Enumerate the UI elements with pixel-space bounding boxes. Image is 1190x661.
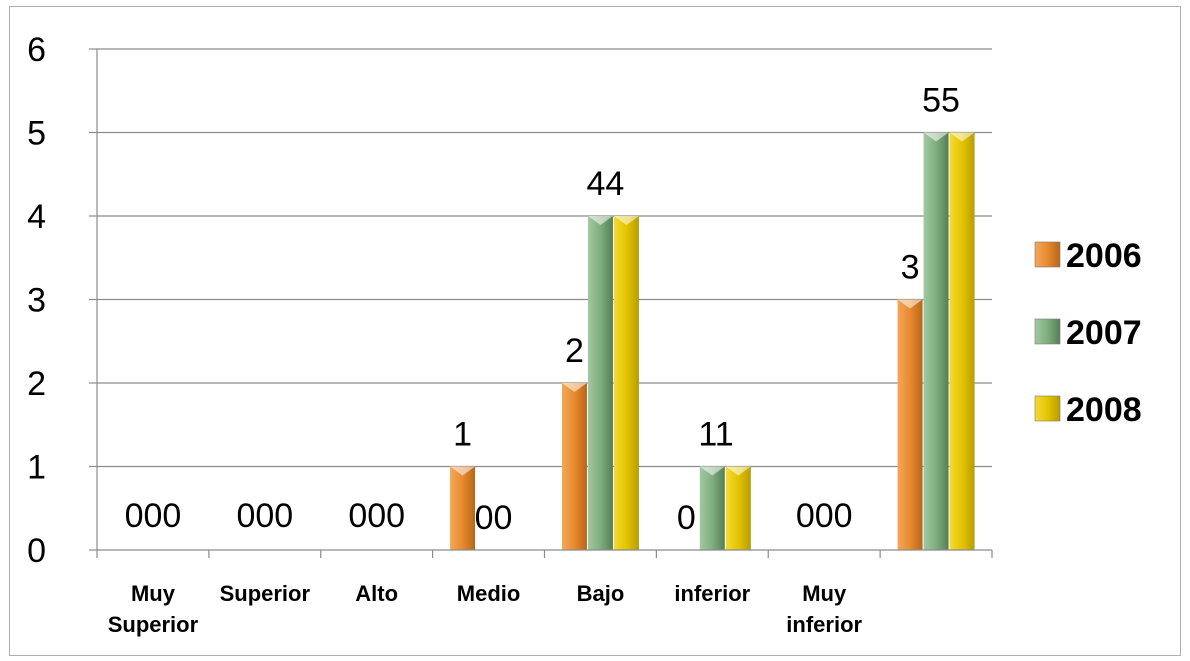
legend-label-2007: 2007 (1066, 314, 1142, 352)
bar-bevel (450, 466, 476, 476)
legend-label-2008: 2008 (1066, 391, 1142, 429)
bar-2007 (923, 132, 949, 550)
y-tick-label: 0 (27, 532, 46, 570)
bar-2006 (897, 299, 923, 550)
data-label: 000 (125, 497, 182, 535)
y-tick-label: 4 (27, 198, 46, 236)
data-label: 11 (698, 416, 733, 454)
bar-bevel (613, 216, 639, 225)
y-tick-label: 3 (27, 282, 46, 320)
y-tick-label: 1 (27, 449, 46, 487)
data-label: 000 (236, 497, 293, 535)
bar-2006 (561, 383, 587, 550)
data-label: 55 (922, 82, 960, 120)
bar-bevel (587, 216, 613, 225)
y-tick-label: 5 (27, 115, 46, 153)
legend-swatch-2007 (1034, 318, 1061, 345)
x-tick-label: inferior (674, 581, 750, 606)
data-label: 000 (348, 497, 405, 535)
bar-bevel (561, 383, 587, 392)
y-tick-label: 2 (27, 365, 46, 403)
data-label: 000 (796, 497, 853, 535)
x-tick-label: Muy (802, 581, 847, 606)
x-tick-label: Alto (355, 581, 398, 606)
bar-bevel (699, 466, 725, 476)
bar-2008 (949, 132, 975, 550)
data-label: 2 (565, 332, 584, 370)
bar-2008 (613, 216, 639, 550)
bar-bevel (949, 132, 975, 142)
legend-label-2006: 2006 (1066, 237, 1142, 275)
data-label: 44 (586, 165, 624, 203)
x-tick-label: Superior (108, 612, 199, 637)
bar-2007 (699, 466, 725, 550)
bar-2008 (725, 466, 751, 550)
legend-swatch-2006 (1034, 241, 1061, 268)
data-label: 00 (475, 499, 513, 537)
x-tick-label: inferior (786, 612, 862, 637)
y-tick-label: 6 (27, 31, 46, 69)
data-label: 1 (453, 416, 472, 454)
legend-swatch-2008 (1034, 395, 1061, 422)
chart-frame: 000 000 000 1 00 2 44 0 11 000 3 55 0 1 2 3 4 5 6 Muy Super… (9, 6, 1181, 656)
x-tick-label: Medio (457, 581, 521, 606)
bar-chart: 000 000 000 1 00 2 44 0 11 000 3 55 0 1 2 3 4 5 6 Muy Super… (27, 31, 1142, 637)
bar-bevel (725, 466, 751, 476)
bar-2006 (450, 466, 476, 550)
bar-2007 (587, 216, 613, 550)
data-label: 0 (677, 499, 696, 537)
bar-bevel (923, 132, 949, 142)
x-tick-label: Superior (220, 581, 311, 606)
x-tick-label: Bajo (577, 581, 625, 606)
x-tick-label: Muy (131, 581, 176, 606)
bar-bevel (897, 299, 923, 309)
data-label: 3 (901, 249, 920, 287)
